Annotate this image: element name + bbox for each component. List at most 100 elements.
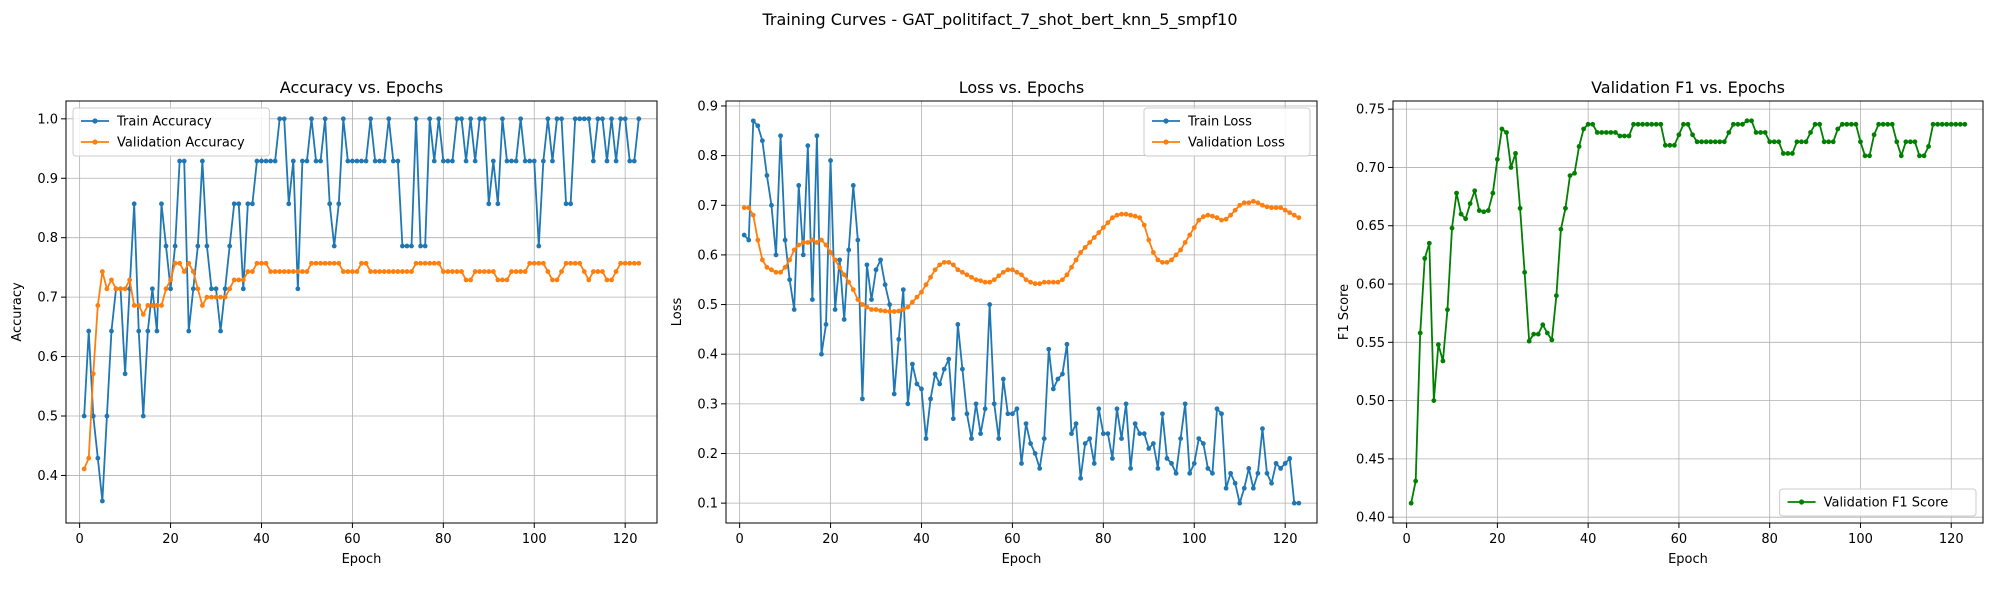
loss-data-point	[1164, 456, 1170, 461]
f1-data-point	[1558, 226, 1564, 232]
accuracy-data-point	[386, 116, 392, 122]
f1-data-point	[1858, 139, 1863, 145]
accuracy-data-point	[181, 158, 187, 164]
accuracy-data-point	[295, 286, 301, 292]
loss-data-point	[882, 308, 888, 314]
accuracy-data-point	[581, 116, 587, 122]
f1-data-point	[1504, 130, 1509, 135]
accuracy-data-point	[336, 260, 342, 266]
loss-data-point	[900, 307, 906, 312]
loss-data-point	[996, 273, 1002, 279]
loss-data-point	[791, 247, 797, 253]
accuracy-data-point	[509, 158, 514, 164]
accuracy-data-point	[590, 158, 596, 164]
loss-data-point	[914, 381, 920, 387]
loss-data-point	[923, 282, 929, 288]
f1-data-point	[1957, 121, 1963, 127]
f1-data-point	[1903, 139, 1909, 145]
loss-data-point	[964, 411, 970, 417]
accuracy-data-point	[513, 158, 519, 164]
f1-data-point	[1880, 121, 1886, 127]
f1-data-point	[1767, 139, 1773, 145]
accuracy-data-point	[99, 269, 105, 274]
loss-data-point	[819, 351, 824, 357]
loss-legend-box	[1143, 107, 1311, 157]
accuracy-data-point	[249, 201, 255, 207]
accuracy-data-point	[331, 243, 337, 249]
loss-data-point	[1150, 250, 1156, 255]
accuracy-data-point	[531, 260, 537, 266]
loss-data-point	[1191, 461, 1197, 466]
loss-data-point	[769, 202, 774, 208]
f1-data-point	[1830, 139, 1836, 145]
accuracy-data-point	[468, 116, 474, 122]
accuracy-data-point	[618, 116, 624, 122]
loss-data-point	[982, 279, 988, 285]
accuracy-data-point	[422, 260, 428, 266]
loss-data-point	[1078, 475, 1083, 481]
loss-data-point	[1060, 277, 1065, 283]
loss-data-point	[960, 269, 965, 275]
accuracy-data-point	[540, 260, 546, 266]
accuracy-data-point	[490, 158, 496, 164]
f1-data-point	[1921, 153, 1927, 159]
loss-data-point	[1228, 212, 1234, 218]
loss-data-point	[1223, 216, 1229, 222]
f1-data-point	[1472, 188, 1478, 194]
accuracy-data-point	[545, 116, 551, 122]
loss-data-point	[823, 322, 829, 327]
f1-data-point	[1726, 130, 1732, 135]
f1-data-point	[1808, 130, 1813, 135]
f1-legend-box	[1779, 488, 1977, 517]
f1-data-point	[1449, 225, 1455, 231]
accuracy-data-point	[509, 269, 514, 274]
accuracy-data-point	[527, 158, 533, 164]
accuracy-data-point	[613, 269, 619, 274]
f1-data-point	[1898, 153, 1904, 159]
f1-data-point	[1567, 173, 1573, 179]
accuracy-data-point	[481, 116, 487, 122]
accuracy-x-tick-label: 80	[435, 532, 452, 547]
loss-data-point	[741, 205, 747, 211]
accuracy-data-point	[350, 269, 355, 274]
f1-data-point	[1876, 121, 1882, 127]
loss-data-point	[1119, 211, 1124, 217]
accuracy-data-point	[195, 286, 201, 292]
accuracy-data-point	[245, 201, 251, 207]
loss-data-point	[841, 272, 847, 278]
accuracy-data-point	[190, 286, 196, 292]
loss-data-point	[759, 138, 765, 144]
accuracy-data-point	[163, 286, 169, 292]
loss-data-point	[1182, 401, 1188, 407]
loss-data-point	[832, 257, 838, 263]
loss-data-point	[1091, 461, 1097, 466]
loss-data-point	[932, 267, 938, 273]
loss-axes-frame	[725, 100, 1318, 524]
loss-data-point	[1260, 202, 1265, 208]
loss-data-point	[1169, 257, 1174, 263]
f1-data-point	[1821, 139, 1827, 145]
accuracy-data-point	[395, 158, 401, 164]
accuracy-data-point	[454, 269, 460, 274]
f1-data-point	[1730, 121, 1736, 127]
loss-data-point	[1255, 470, 1261, 476]
loss-data-point	[805, 143, 811, 149]
loss-data-point	[809, 297, 815, 302]
accuracy-data-point	[318, 260, 323, 266]
loss-data-point	[964, 272, 970, 278]
accuracy-data-point	[613, 158, 619, 164]
accuracy-data-point	[263, 260, 269, 266]
loss-data-point	[1055, 279, 1061, 285]
loss-data-point	[1260, 426, 1265, 432]
loss-data-point	[1087, 240, 1093, 245]
loss-data-point	[1046, 346, 1052, 352]
loss-data-point	[1264, 204, 1270, 210]
accuracy-data-point	[381, 158, 387, 164]
loss-data-point	[1278, 205, 1284, 211]
accuracy-data-point	[322, 260, 328, 266]
accuracy-data-point	[122, 286, 128, 292]
f1-data-point	[1417, 330, 1423, 336]
accuracy-data-point	[190, 269, 196, 274]
f1-data-point	[1721, 139, 1727, 145]
